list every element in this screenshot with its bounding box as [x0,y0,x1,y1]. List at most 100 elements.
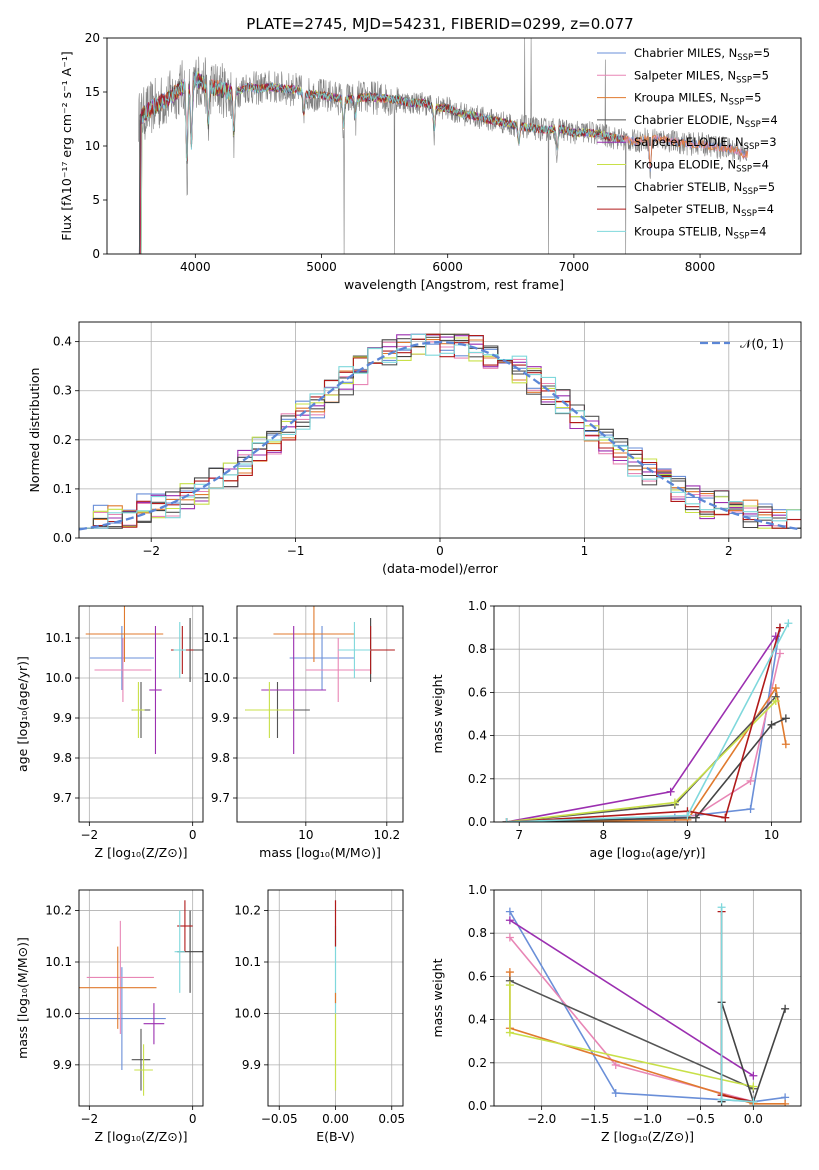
x-tick-label: 0 [436,544,444,558]
errorbar-salpeter-elodie [261,626,327,754]
series-point [717,903,726,912]
legend-label-tail: =4 [749,224,766,238]
y-tick-label: 0.2 [468,1056,487,1070]
errorbar-kroupa-stelib [338,622,371,678]
plot-area-residuals [79,333,801,531]
x-tick-label: 8000 [685,260,716,274]
series-point [691,813,700,822]
series-line [506,635,777,822]
x-tick-label: 0.0 [744,1112,763,1126]
plot-area-mass_vs_Z [79,900,203,1096]
legend-label-base: Chabrier MILES, N [634,46,737,60]
y-axis-label: Flux [fλ10⁻¹⁷ erg cm⁻² s⁻¹ A⁻¹] [59,51,74,240]
errorbar-salpeter-elodie [149,626,162,754]
legend-label-sub: SSP [734,231,750,241]
y-tick-label: 0 [92,247,100,261]
series-point [505,981,514,990]
series-point [666,787,675,796]
y-tick-label: 10 [85,139,100,153]
x-tick-label: −0.5 [686,1112,715,1126]
y-tick-label: 0.3 [53,384,72,398]
y-tick-label: 0.4 [468,729,487,743]
series-point [781,714,790,723]
y-axis-label: age [log₁₀(age/yr)] [15,656,30,772]
series-point [784,619,793,628]
ticks-residuals: −2 −1 0 1 2 0.0 0.1 0.2 0.3 0.4 [53,335,733,558]
y-tick-label: 0.6 [468,969,487,983]
plot-area-weight_vs_Z [505,903,790,1106]
series-line [506,627,781,822]
hist-kroupa-stelib [79,333,801,529]
legend-label-sub: SSP [736,165,752,175]
y-tick-label: 0.6 [468,685,487,699]
y-tick-label: 10.2 [45,904,72,918]
y-tick-label: 0.8 [468,642,487,656]
legend-label-base: Chabrier ELODIE, N [634,113,745,127]
x-tick-label: −2 [80,828,98,842]
legend-label-sub: SSP [736,75,752,85]
legend-label-base: Salpeter STELIB, N [634,202,741,216]
y-tick-label: 0.4 [468,1013,487,1027]
plot-area-weight_vs_age [502,619,793,822]
series-point [771,684,780,693]
x-tick-label: 2 [725,544,733,558]
panel-age_vs_Z: −2 0 9.7 9.8 9.9 10.0 10.1 Z [log₁₀(Z/Z⊙)] age [… [15,605,204,860]
legend-label-tail: =4 [757,202,774,216]
y-tick-label: 20 [85,31,100,45]
series-point [775,649,784,658]
errorbar-kroupa-elodie [132,682,145,738]
series-point [781,740,790,749]
series-point [505,968,514,977]
series-point [781,1099,790,1106]
axes-frame [493,889,802,1107]
series-point [717,1095,726,1104]
axes-frame [78,321,802,539]
axes-frame [78,605,204,823]
errorbar-chabrier-elodie [131,1028,151,1091]
y-tick-label: 9.8 [211,751,230,765]
legend-label-chabrier-stelib: Chabrier STELIB, NSSP=5 [634,180,775,197]
legend-label-chabrier-elodie: Chabrier ELODIE, NSSP=4 [634,113,778,130]
legend-label-tail: =5 [753,46,770,60]
panel-mass_vs_Z: −2 0 9.9 10.0 10.1 10.2 Z [log₁₀(Z/Z⊙)] mass [l… [15,889,204,1144]
legend-label-sub: SSP [737,53,753,63]
y-tick-label: 10.1 [203,631,230,645]
errorbar-kroupa-stelib [173,622,186,678]
panel-age_vs_mass: 10 10.2 9.7 9.8 9.9 10.0 10.1 mass [log₁₀(M/M⊙)… [203,605,404,860]
series-line [509,979,754,1090]
x-tick-label: −2 [80,1112,98,1126]
panel-residuals: −2 −1 0 1 2 0.0 0.1 0.2 0.3 0.4 (data-model)/error… [27,321,802,576]
legend-label-base: Salpeter ELODIE, N [634,135,744,149]
panel-spectrum: 4000 5000 6000 7000 8000 0 5 10 15 20 wavelength [… [59,31,802,292]
axes-frame [106,37,802,255]
plot-area-age_vs_Z [85,606,203,754]
y-tick-label: 10.0 [234,1006,261,1020]
series-point [502,818,511,822]
series-point [746,776,755,785]
figure-title: PLATE=2745, MJD=54231, FIBERID=0299, z=0… [246,15,633,33]
series-point [505,907,514,916]
x-tick-label: −2 [142,544,160,558]
x-tick-label: 10 [764,828,779,842]
ticks-weight_vs_age: 7 8 9 10 0.0 0.2 0.4 0.6 0.8 1.0 [468,599,779,842]
y-tick-label: 10.2 [234,904,261,918]
series-salpeter-elodie [502,632,780,822]
legend-label-base: Kroupa MILES, N [634,91,729,105]
legend-label-tail: =5 [744,91,761,105]
series-kroupa-elodie [502,697,780,822]
series-salpeter-elodie [505,916,758,1080]
y-tick-label: 1.0 [468,883,487,897]
hist-salpeter-stelib [79,333,801,529]
y-tick-label: 0.2 [468,772,487,786]
plot-area-age_vs_mass [245,606,395,754]
y-tick-label: 10.0 [203,671,230,685]
errorbar-kroupa-elodie [134,1044,153,1096]
series-point [505,1028,514,1037]
legend-label-salpeter-elodie: Salpeter ELODIE, NSSP=3 [634,135,777,152]
legend-label-base: Kroupa STELIB, N [634,224,734,238]
legend-label-sub: SSP [745,120,761,130]
series-line [506,686,787,822]
axes-frame [493,605,802,823]
legend-label-tail: =5 [758,180,775,194]
